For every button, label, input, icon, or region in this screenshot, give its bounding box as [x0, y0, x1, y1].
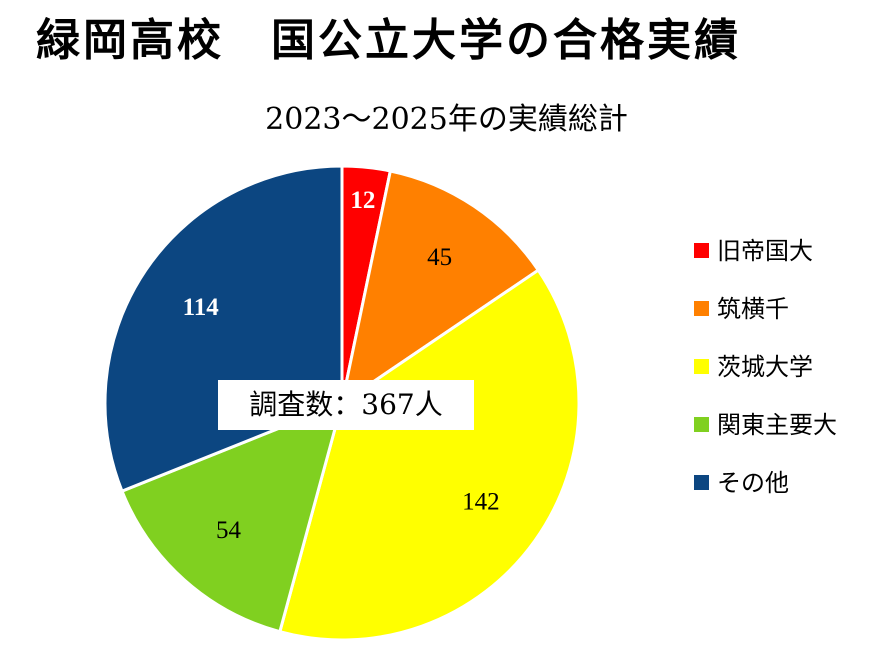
slice-value-label: 142: [462, 489, 500, 516]
legend-swatch: [694, 359, 709, 374]
legend-item: 筑横千: [694, 290, 837, 327]
legend-label: 筑横千: [717, 294, 789, 323]
slice-value-label: 114: [183, 294, 220, 321]
pie-slice: [278, 268, 581, 642]
legend-item: 茨城大学: [694, 348, 837, 385]
pie-slice: [339, 169, 541, 407]
legend-item: 関東主要大: [694, 406, 837, 443]
slice-value-label: 54: [216, 517, 242, 544]
center-label-box: [218, 380, 474, 430]
slice-value-label: 12: [350, 187, 375, 214]
legend-swatch: [694, 301, 709, 316]
pie-slice: [120, 400, 345, 634]
center-label: 調査数：367人: [249, 388, 443, 421]
legend-label: 茨城大学: [717, 352, 813, 381]
pie-slices: [103, 164, 581, 642]
legend-label: 関東主要大: [717, 410, 837, 439]
legend: 旧帝国大筑横千茨城大学関東主要大その他: [694, 232, 837, 522]
slice-value-label: 45: [427, 244, 452, 271]
legend-swatch: [694, 243, 709, 258]
legend-item: その他: [694, 464, 837, 501]
legend-swatch: [694, 475, 709, 490]
legend-label: 旧帝国大: [717, 236, 813, 265]
pie-labels: 12 45 142 54 114: [183, 187, 500, 544]
chart-subtitle: 2023～2025年の実績総計: [265, 102, 628, 137]
legend-swatch: [694, 417, 709, 432]
chart-title: 緑岡高校 国公立大学の合格実績: [36, 15, 741, 66]
legend-label: その他: [717, 468, 789, 497]
legend-item: 旧帝国大: [694, 232, 837, 269]
